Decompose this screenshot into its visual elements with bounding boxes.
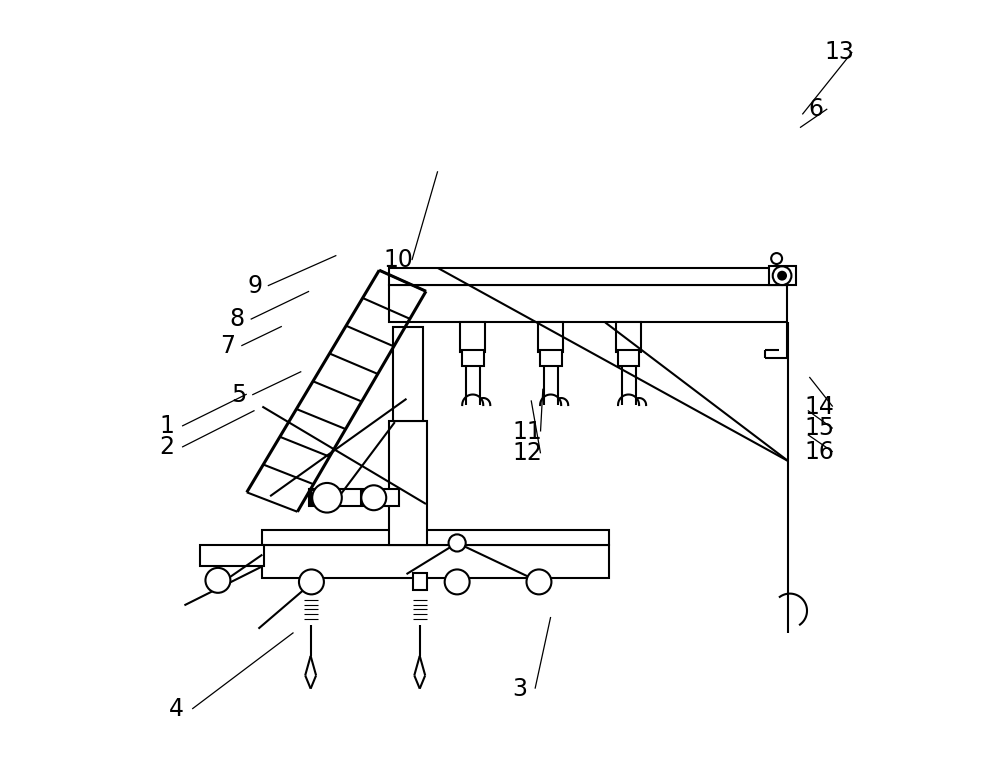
Text: 12: 12	[512, 441, 542, 465]
Circle shape	[526, 569, 551, 594]
Bar	[460, 322, 485, 352]
Bar	[200, 544, 264, 566]
Text: 7: 7	[220, 334, 235, 358]
Text: 13: 13	[824, 40, 854, 64]
Text: 5: 5	[231, 383, 247, 407]
Text: 1: 1	[159, 414, 174, 438]
Bar	[540, 350, 562, 366]
Circle shape	[449, 534, 466, 551]
Bar	[389, 268, 787, 285]
Text: 11: 11	[512, 419, 542, 443]
Circle shape	[773, 267, 791, 285]
Bar	[311, 490, 321, 504]
Bar	[538, 322, 563, 352]
Circle shape	[771, 253, 782, 264]
Bar	[413, 572, 427, 590]
Text: 15: 15	[804, 416, 835, 440]
Circle shape	[205, 568, 230, 593]
Circle shape	[778, 272, 786, 280]
Text: 14: 14	[805, 395, 834, 418]
Bar	[393, 327, 423, 421]
Bar	[262, 545, 609, 578]
Bar	[618, 350, 639, 366]
Circle shape	[445, 569, 470, 594]
Text: 6: 6	[808, 97, 823, 121]
Bar	[309, 490, 399, 506]
Text: 10: 10	[384, 248, 414, 272]
Text: 9: 9	[247, 274, 262, 298]
Circle shape	[312, 483, 342, 512]
Text: 4: 4	[169, 697, 184, 721]
Circle shape	[361, 486, 386, 510]
Bar	[616, 322, 641, 352]
Bar	[304, 572, 318, 590]
Text: 3: 3	[512, 676, 527, 701]
Bar	[389, 421, 427, 545]
Text: 16: 16	[805, 439, 834, 464]
Circle shape	[299, 569, 324, 594]
Text: 8: 8	[230, 307, 245, 332]
Bar	[769, 267, 796, 285]
Text: 2: 2	[159, 435, 174, 459]
Bar	[361, 490, 371, 504]
Bar	[262, 529, 609, 545]
Bar	[389, 285, 787, 322]
Bar	[462, 350, 484, 366]
